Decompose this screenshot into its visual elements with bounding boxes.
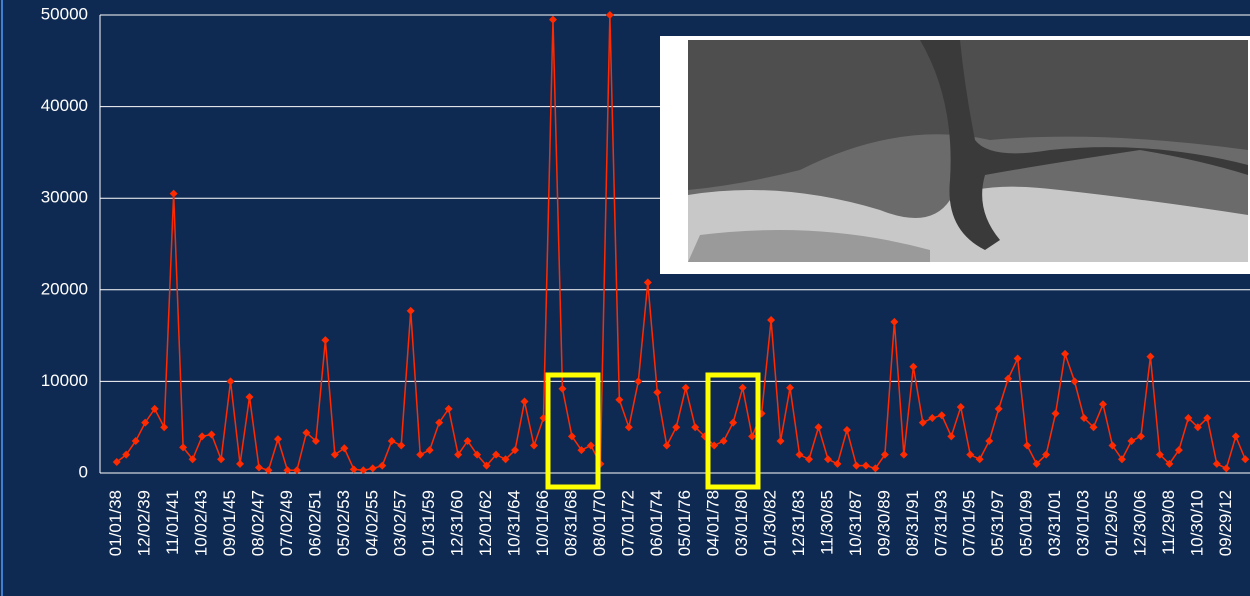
x-tick-label: 04/01/78: [704, 490, 723, 556]
x-tick-label: 09/30/89: [874, 490, 893, 556]
x-tick-label: 07/01/72: [618, 490, 637, 556]
x-tick-label: 12/01/62: [476, 490, 495, 556]
x-tick-label: 03/02/57: [391, 490, 410, 556]
x-tick-label: 03/01/03: [1074, 490, 1093, 556]
x-tick-label: 01/29/05: [1102, 490, 1121, 556]
x-tick-label: 11/30/85: [817, 490, 836, 555]
x-tick-label: 05/01/76: [675, 490, 694, 556]
x-tick-label: 03/01/80: [732, 490, 751, 556]
x-tick-label: 06/01/74: [647, 490, 666, 556]
y-tick-label: 30000: [41, 188, 88, 207]
x-tick-label: 10/31/87: [846, 490, 865, 556]
x-tick-label: 01/31/59: [419, 490, 438, 556]
x-tick-label: 01/01/38: [106, 490, 125, 556]
x-tick-label: 08/01/70: [590, 490, 609, 556]
x-tick-label: 06/02/51: [305, 490, 324, 556]
x-tick-label: 11/29/08: [1159, 490, 1178, 555]
x-tick-label: 12/31/83: [789, 490, 808, 556]
x-tick-label: 07/31/93: [931, 490, 950, 556]
x-tick-label: 12/02/39: [135, 490, 154, 556]
x-tick-label: 08/31/91: [903, 490, 922, 556]
y-tick-label: 50000: [41, 4, 88, 23]
x-tick-label: 07/02/49: [277, 490, 296, 556]
x-tick-label: 08/02/47: [248, 490, 267, 556]
x-tick-label: 11/01/41: [163, 490, 182, 555]
y-tick-label: 10000: [41, 371, 88, 390]
x-tick-label: 09/29/12: [1216, 490, 1235, 556]
y-tick-label: 20000: [41, 279, 88, 298]
inset-image: [660, 36, 1250, 274]
page: {"chart_data": {"type": "line", "color":…: [0, 0, 1250, 596]
x-tick-label: 10/02/43: [192, 490, 211, 556]
x-tick-label: 07/01/95: [960, 490, 979, 556]
x-tick-label: 08/31/68: [561, 490, 580, 556]
x-tick-label: 12/30/06: [1130, 490, 1149, 556]
x-tick-label: 09/01/45: [220, 490, 239, 556]
x-tick-label: 10/31/64: [505, 490, 524, 556]
x-tick-label: 04/02/55: [362, 490, 381, 556]
x-tick-label: 03/31/01: [1045, 490, 1064, 556]
x-tick-label: 05/01/99: [1017, 490, 1036, 556]
x-tick-label: 12/31/60: [448, 490, 467, 556]
x-tick-label: 10/01/66: [533, 490, 552, 556]
x-tick-label: 05/02/53: [334, 490, 353, 556]
x-tick-label: 10/30/10: [1187, 490, 1206, 556]
x-tick-label: 01/30/82: [761, 490, 780, 556]
y-tick-label: 40000: [41, 96, 88, 115]
x-tick-label: 05/31/97: [988, 490, 1007, 556]
chart: 0 10000 20000 30000 40000 50000 01/01/38 12/02/…: [0, 0, 1250, 596]
y-tick-label: 0: [79, 462, 88, 481]
